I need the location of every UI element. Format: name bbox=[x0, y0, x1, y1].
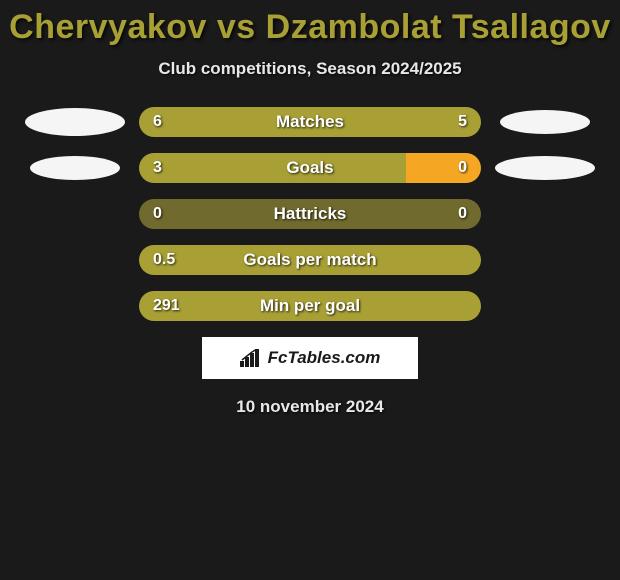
player-ellipse-icon bbox=[495, 156, 595, 180]
stat-label: Min per goal bbox=[139, 291, 481, 321]
left-icon-slot bbox=[19, 107, 131, 137]
player-ellipse-icon bbox=[500, 110, 590, 134]
left-icon-slot bbox=[19, 291, 131, 321]
stat-value-right: 0 bbox=[458, 199, 467, 229]
player-ellipse-icon bbox=[25, 108, 125, 136]
comparison-infographic: Chervyakov vs Dzambolat Tsallagov Club c… bbox=[0, 0, 620, 417]
stat-row: 291Min per goal bbox=[0, 291, 620, 321]
chart-icon bbox=[240, 349, 262, 367]
right-icon-slot bbox=[489, 291, 601, 321]
stat-value-right: 0 bbox=[458, 153, 467, 183]
date-line: 10 november 2024 bbox=[0, 397, 620, 417]
stat-label: Goals per match bbox=[139, 245, 481, 275]
stat-rows: 6Matches53Goals00Hattricks00.5Goals per … bbox=[0, 107, 620, 321]
left-icon-slot bbox=[19, 153, 131, 183]
stat-label: Matches bbox=[139, 107, 481, 137]
footer-brand-text: FcTables.com bbox=[268, 348, 381, 368]
stat-bar: 0Hattricks0 bbox=[139, 199, 481, 229]
right-icon-slot bbox=[489, 153, 601, 183]
stat-label: Hattricks bbox=[139, 199, 481, 229]
stat-bar: 6Matches5 bbox=[139, 107, 481, 137]
stat-row: 3Goals0 bbox=[0, 153, 620, 183]
page-title: Chervyakov vs Dzambolat Tsallagov bbox=[0, 8, 620, 47]
footer-badge: FcTables.com bbox=[202, 337, 418, 379]
stat-bar: 0.5Goals per match bbox=[139, 245, 481, 275]
stat-row: 0Hattricks0 bbox=[0, 199, 620, 229]
player-ellipse-icon bbox=[30, 156, 120, 180]
stat-label: Goals bbox=[139, 153, 481, 183]
left-icon-slot bbox=[19, 245, 131, 275]
stat-row: 0.5Goals per match bbox=[0, 245, 620, 275]
stat-value-right: 5 bbox=[458, 107, 467, 137]
right-icon-slot bbox=[489, 107, 601, 137]
stat-bar: 3Goals0 bbox=[139, 153, 481, 183]
right-icon-slot bbox=[489, 245, 601, 275]
right-icon-slot bbox=[489, 199, 601, 229]
left-icon-slot bbox=[19, 199, 131, 229]
stat-bar: 291Min per goal bbox=[139, 291, 481, 321]
stat-row: 6Matches5 bbox=[0, 107, 620, 137]
subtitle: Club competitions, Season 2024/2025 bbox=[0, 59, 620, 79]
